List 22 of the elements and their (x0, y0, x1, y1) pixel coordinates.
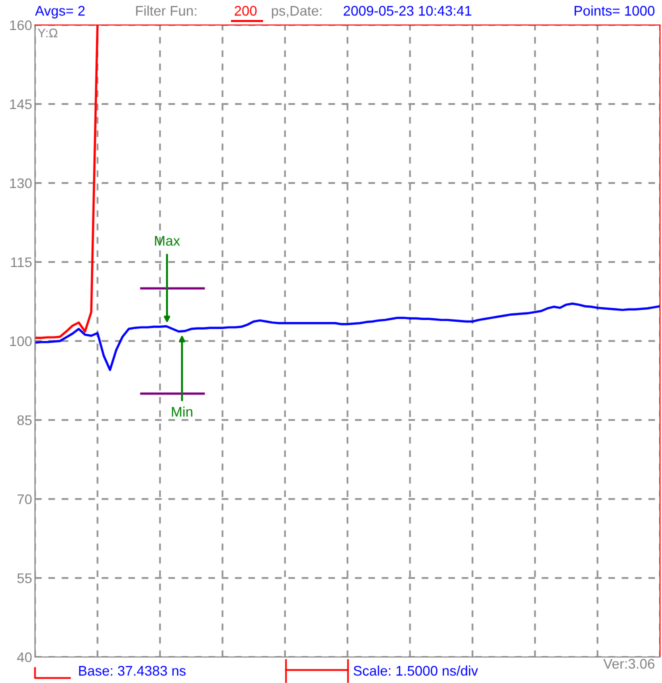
text: 2009-05-23 10:43:41 (344, 6, 472, 16)
y-tick-label: 160 (10, 20, 32, 30)
y-tick-label: 145 (10, 99, 32, 110)
y-tick-label: 115 (11, 257, 32, 268)
y-axis-title: Y:Ω (38, 28, 58, 38)
text: ps,Date: (272, 6, 322, 18)
annotation: Max (155, 236, 180, 246)
y-tick-label: 85 (17, 415, 32, 426)
text: Avgs= 2 (35, 6, 85, 18)
text: 200 (234, 6, 257, 16)
text: Ver:3.06 (603, 658, 654, 669)
y-tick-label: 130 (10, 178, 32, 188)
text: Scale: 1.5000 ns/div (354, 666, 478, 676)
y-tick-label: 70 (17, 494, 32, 504)
y-tick-label: 55 (17, 573, 32, 584)
line-series (35, 302, 660, 372)
text: Filter Fun: (136, 6, 196, 16)
text: Base: 37.4383 ns (79, 666, 186, 676)
y-tick-label: 100 (10, 336, 32, 346)
annotation: Min (172, 406, 192, 417)
y-tick-label: 40 (17, 652, 32, 662)
text: Points= 1000 (574, 6, 654, 16)
